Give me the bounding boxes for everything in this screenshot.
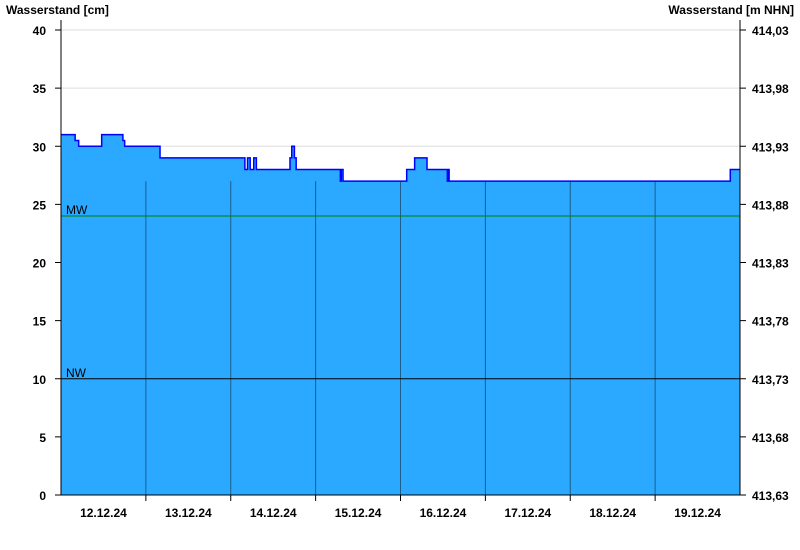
axes: 0 413,63 5 413,68 10 413,73 15 413,78 20 413,83 25… — [33, 20, 789, 520]
y-tick-label-right: 413,83 — [752, 257, 789, 271]
x-tick-label: 17.12.24 — [504, 506, 551, 520]
y-tick-label-right: 414,03 — [752, 24, 789, 38]
y-tick-label-left: 40 — [33, 24, 47, 38]
y-tick-label-left: 35 — [33, 82, 47, 96]
y-tick-label-left: 30 — [33, 140, 47, 154]
x-tick-label: 14.12.24 — [250, 506, 297, 520]
y-tick-label-right: 413,63 — [752, 489, 789, 503]
right-axis-title: Wasserstand [m NHN] — [668, 3, 794, 17]
x-tick-label: 16.12.24 — [420, 506, 467, 520]
y-tick-label-left: 25 — [33, 198, 47, 212]
y-tick-label-right: 413,73 — [752, 373, 789, 387]
x-tick-label: 12.12.24 — [80, 506, 127, 520]
y-tick-label-right: 413,88 — [752, 198, 789, 212]
day-separators — [145, 181, 656, 495]
x-tick-label: 18.12.24 — [589, 506, 636, 520]
y-tick-label-right: 413,78 — [752, 315, 789, 329]
y-tick-label-right: 413,98 — [752, 82, 789, 96]
reference-label-nw: NW — [66, 366, 87, 380]
y-tick-label-left: 20 — [33, 257, 47, 271]
y-tick-label-left: 0 — [39, 489, 46, 503]
left-axis-title: Wasserstand [cm] — [6, 3, 109, 17]
reference-label-mw: MW — [66, 203, 88, 217]
y-tick-label-right: 413,93 — [752, 140, 789, 154]
y-tick-label-right: 413,68 — [752, 431, 789, 445]
y-tick-label-left: 15 — [33, 315, 47, 329]
reference-lines: MW NW — [61, 203, 740, 380]
x-tick-label: 19.12.24 — [674, 506, 721, 520]
x-tick-label: 13.12.24 — [165, 506, 212, 520]
water-level-line — [61, 133, 740, 182]
y-tick-label-left: 5 — [39, 431, 46, 445]
y-tick-label-left: 10 — [33, 373, 47, 387]
x-tick-label: 15.12.24 — [335, 506, 382, 520]
